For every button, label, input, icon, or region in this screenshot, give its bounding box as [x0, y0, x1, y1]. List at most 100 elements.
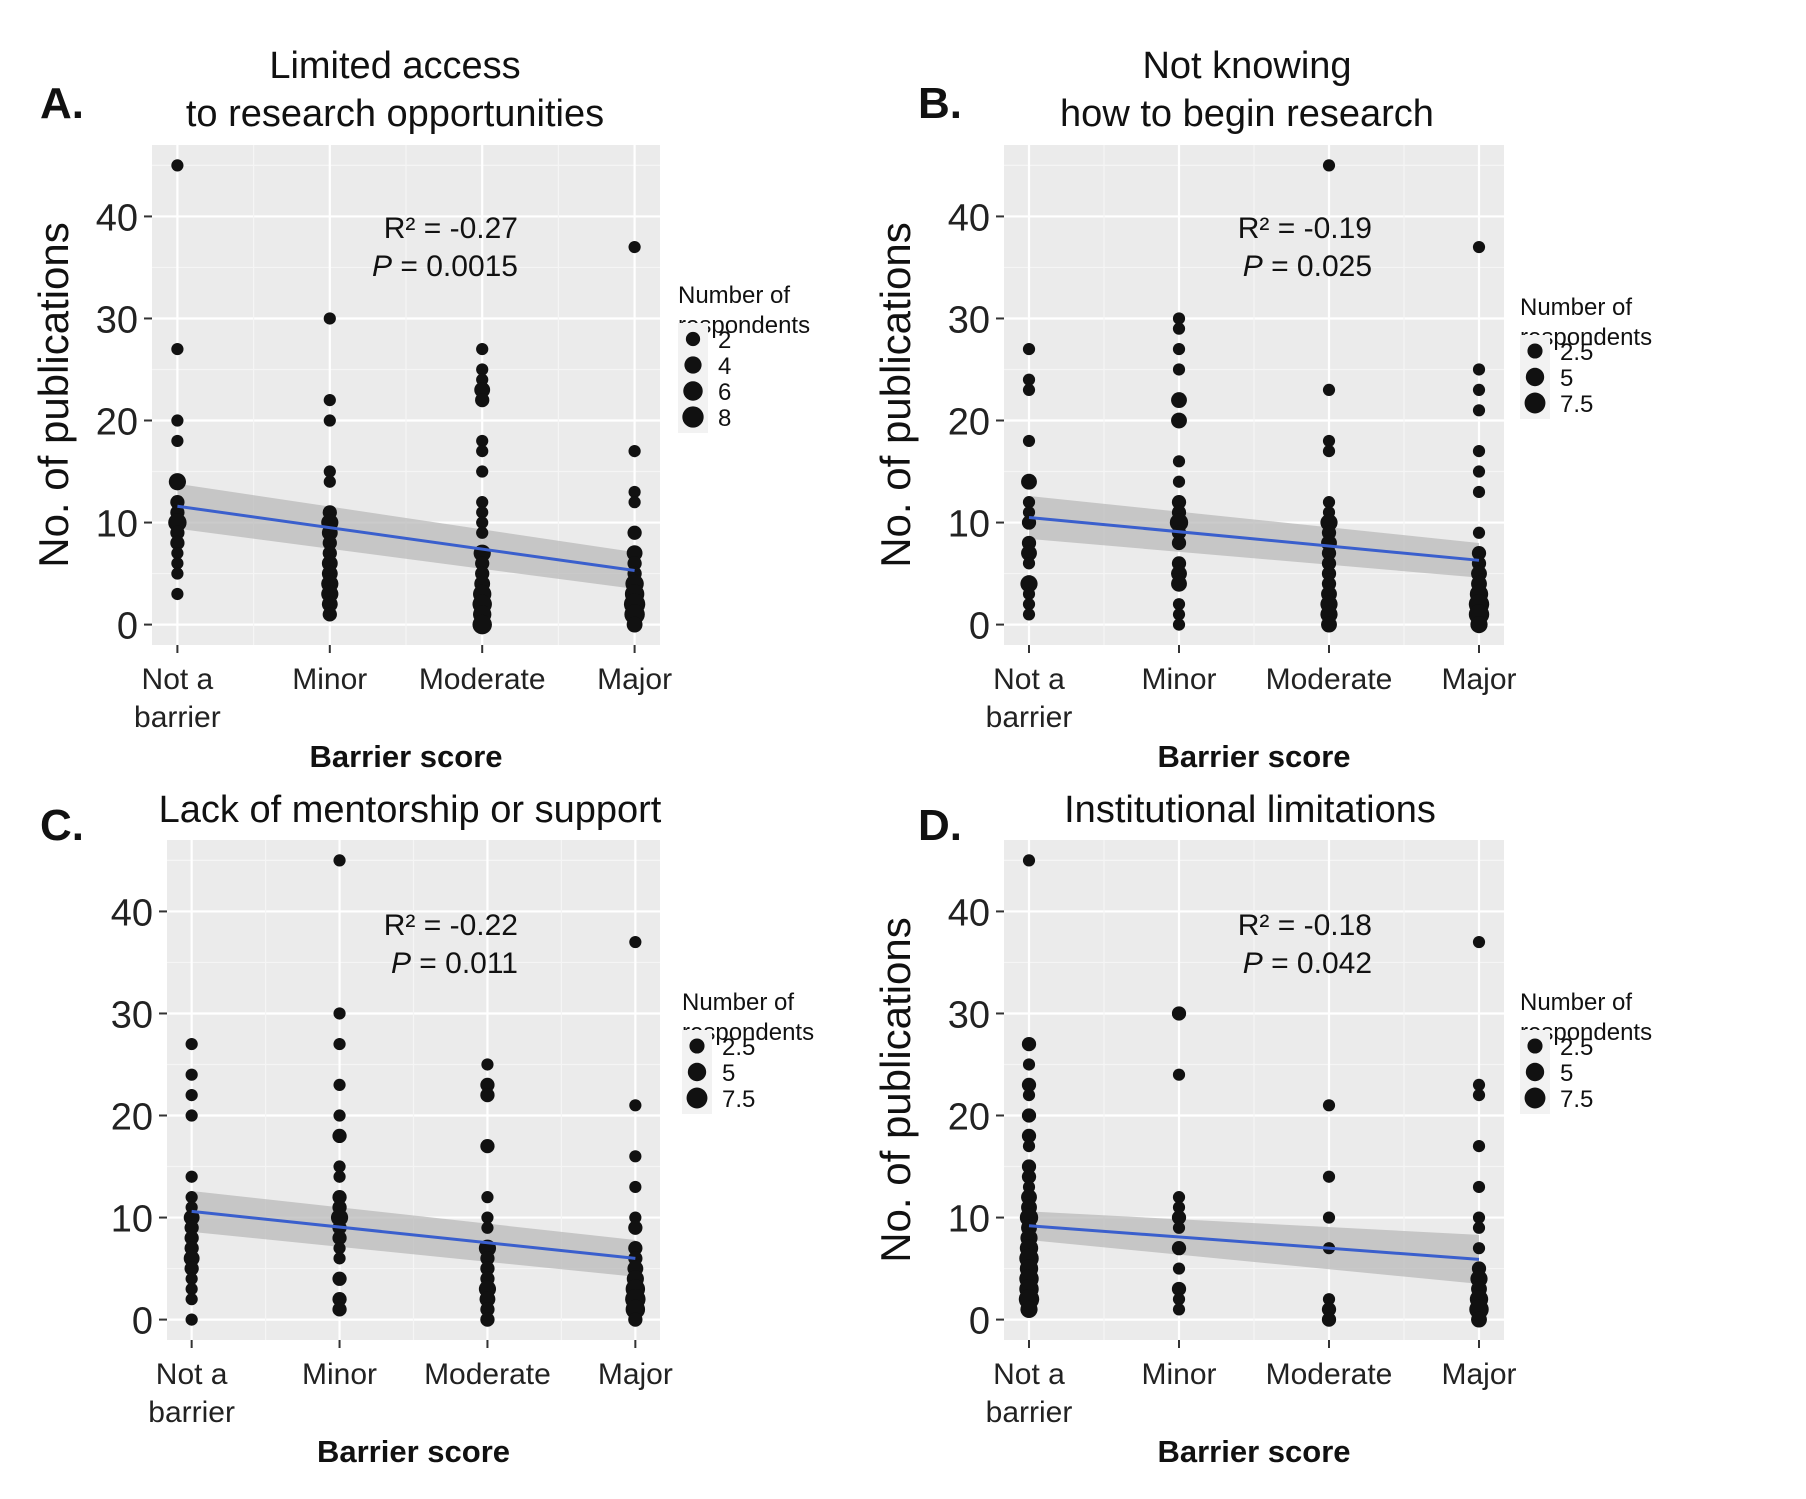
x-tick-label: Minor: [1141, 663, 1216, 696]
x-tick-label: Minor: [292, 663, 367, 696]
data-point: [476, 342, 489, 356]
data-point: [1321, 556, 1337, 571]
x-tick-label: Major: [1441, 663, 1516, 696]
x-tick-label: Not a: [142, 663, 214, 696]
data-point: [1322, 1099, 1336, 1112]
legend-key: [1525, 1062, 1545, 1082]
data-point: [1322, 445, 1336, 458]
legend-label: 2.5: [722, 1034, 755, 1061]
data-point: [333, 854, 346, 867]
panel-label: C.: [40, 801, 84, 850]
data-point: [1022, 373, 1036, 386]
data-point: [1022, 598, 1036, 611]
panel-c: 0 10 20 30 40 Not a barrier Minor Moderate Major R…: [40, 789, 814, 1469]
data-point: [170, 525, 185, 540]
data-point: [1171, 1241, 1187, 1256]
data-point: [323, 312, 336, 325]
data-point: [1172, 455, 1186, 468]
data-point: [171, 557, 184, 570]
data-point: [333, 1242, 346, 1255]
panel-b: 0 10 20 30 40 Not a barrier Minor Moderate Major R…: [872, 45, 1652, 774]
data-point: [481, 1211, 494, 1224]
data-point: [1322, 383, 1336, 396]
data-point: [628, 485, 641, 499]
data-point: [185, 1272, 198, 1285]
data-point: [480, 1077, 495, 1093]
data-point: [1172, 1293, 1186, 1306]
data-point: [628, 1220, 643, 1235]
data-point: [476, 363, 489, 376]
data-point: [1172, 618, 1186, 631]
data-point: [628, 240, 641, 254]
data-point: [332, 1190, 347, 1205]
data-point: [1022, 506, 1036, 519]
data-point: [629, 1180, 642, 1194]
data-point: [185, 1313, 198, 1326]
data-point: [185, 1191, 198, 1204]
p-value-prefix: P: [372, 250, 392, 283]
data-point: [1172, 312, 1186, 325]
y-tick-label: 40: [96, 197, 138, 239]
data-point: [1472, 465, 1486, 478]
data-point: [1022, 608, 1036, 621]
legend-label: 8: [718, 405, 731, 432]
data-point: [1471, 1311, 1487, 1328]
data-point: [1022, 557, 1036, 570]
data-point: [1171, 1281, 1187, 1297]
data-point: [1472, 404, 1486, 417]
panel-title: to research opportunities: [186, 93, 604, 135]
x-axis-title: Barrier score: [1157, 739, 1350, 774]
panel-d: 0 10 20 30 40 Not a barrier Minor Moderate Major R…: [872, 789, 1652, 1469]
data-point: [1321, 616, 1337, 633]
confidence-band: [1029, 496, 1479, 578]
data-point: [476, 526, 489, 539]
y-tick-label: 20: [111, 1097, 153, 1139]
data-point: [627, 556, 642, 571]
data-point: [1472, 240, 1486, 254]
r-squared-label: R² = -0.22: [384, 909, 518, 942]
data-point: [1472, 1221, 1486, 1234]
x-tick-label: Moderate: [1266, 1358, 1393, 1391]
panel-title: Institutional limitations: [1064, 789, 1436, 831]
data-point: [1322, 1211, 1336, 1224]
legend-key: [684, 356, 702, 374]
data-point: [625, 1299, 646, 1320]
confidence-band: [1029, 1211, 1479, 1284]
data-point: [333, 1078, 346, 1091]
x-tick-label: Moderate: [419, 663, 546, 696]
data-point: [1321, 1312, 1337, 1327]
data-point: [628, 496, 641, 509]
data-point: [476, 445, 489, 458]
data-point: [1021, 1128, 1037, 1144]
data-point: [168, 513, 187, 532]
data-point: [1021, 1036, 1037, 1052]
data-point: [1020, 575, 1038, 593]
data-point: [1322, 159, 1336, 172]
data-point: [626, 616, 643, 633]
data-point: [476, 465, 489, 478]
data-point: [628, 445, 641, 458]
x-tick-label: Minor: [302, 1358, 377, 1391]
p-value-number: = 0.011: [411, 947, 518, 980]
data-point: [333, 1252, 346, 1265]
x-tick-label: Moderate: [1266, 663, 1393, 696]
x-axis-title: Barrier score: [309, 739, 502, 774]
data-point: [171, 567, 184, 580]
y-tick-label: 0: [969, 606, 990, 648]
p-value-prefix: P: [1243, 250, 1263, 283]
data-point: [1022, 342, 1036, 356]
p-value-prefix: P: [391, 947, 411, 980]
data-point: [332, 1230, 347, 1246]
p-value-label: P = 0.011: [391, 947, 518, 980]
data-point: [481, 1058, 494, 1071]
legend-key: [1525, 367, 1545, 387]
data-point: [1021, 1159, 1037, 1174]
data-point: [171, 159, 184, 172]
r-squared-label: R² = -0.19: [1238, 212, 1372, 245]
data-point: [480, 1087, 495, 1103]
r-squared-label: R² = -0.27: [384, 212, 518, 245]
y-tick-label: 30: [948, 299, 990, 341]
data-point: [1022, 1140, 1036, 1153]
data-point: [1169, 513, 1189, 532]
data-point: [1472, 383, 1486, 396]
